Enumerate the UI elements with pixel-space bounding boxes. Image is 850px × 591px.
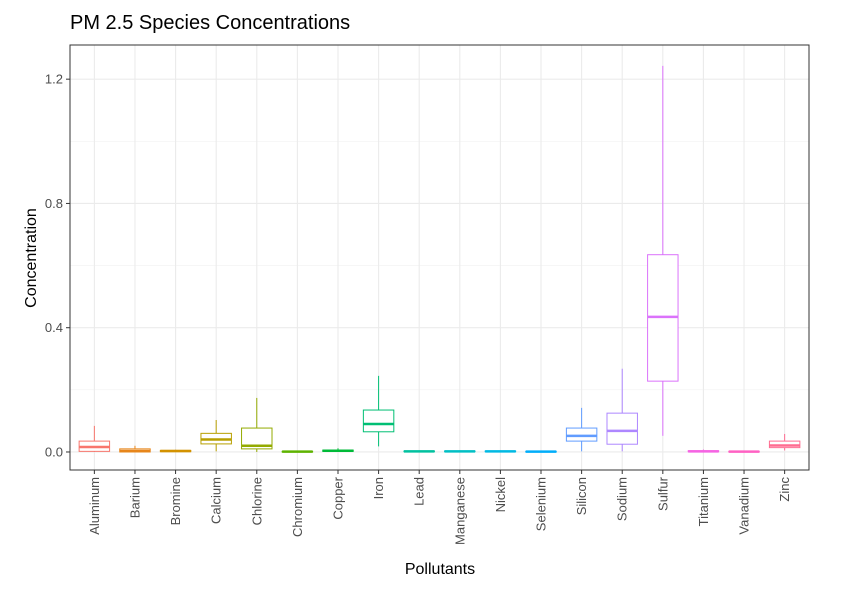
marks	[78, 65, 801, 453]
x-tick-label: Aluminum	[87, 477, 102, 535]
x-tick-label: Chlorine	[249, 477, 264, 525]
x-tick-label: Calcium	[209, 477, 224, 524]
y-axis-label: Concentration	[23, 208, 40, 308]
x-tick-label: Sodium	[615, 477, 630, 521]
x-tick-label: Copper	[330, 476, 345, 519]
x-tick-label: Bromine	[168, 477, 183, 525]
x-tick-label: Titanium	[696, 477, 711, 526]
x-tick-label: Silicon	[574, 477, 589, 515]
x-tick-label: Manganese	[452, 477, 467, 545]
chart-title: PM 2.5 Species Concentrations	[70, 12, 350, 34]
x-axis-label: Pollutants	[405, 561, 475, 578]
x-tick-label: Nickel	[493, 477, 508, 513]
x-tick-label: Lead	[412, 477, 427, 506]
x-tick-label: Selenium	[534, 477, 549, 531]
y-tick-label: 0.4	[45, 320, 63, 335]
x-tick-label: Sulfur	[655, 476, 670, 511]
x-tick-label: Chromium	[290, 477, 305, 537]
panel	[70, 45, 809, 470]
x-tick-label: Vanadium	[737, 477, 752, 535]
x-tick-label: Zinc	[777, 477, 792, 502]
panel-border	[69, 44, 810, 471]
y-tick-label: 0.8	[45, 196, 63, 211]
y-tick-label: 0.0	[45, 444, 63, 459]
x-tick-label: Iron	[371, 477, 386, 499]
box	[362, 409, 395, 433]
box	[241, 427, 273, 450]
y-tick-label: 1.2	[45, 72, 63, 87]
box	[606, 412, 638, 445]
x-tick-label: Barium	[127, 477, 142, 518]
